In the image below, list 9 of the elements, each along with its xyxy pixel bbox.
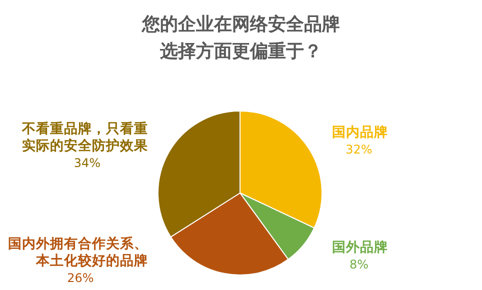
data-label: 26% [67, 271, 94, 285]
slice-label: 国内品牌 [332, 124, 388, 140]
slice-label: 国外品牌 [332, 240, 388, 256]
data-label: 34% [74, 156, 101, 170]
data-label: 8% [349, 258, 369, 272]
chart-title: 您的企业在网络安全品牌选择方面更偏重于？ [141, 14, 340, 62]
slice-label: 不看重品牌，只看重实际的安全防护效果 [21, 120, 149, 154]
slice-label: 国内外拥有合作关系、本土化较好的品牌 [8, 235, 148, 269]
data-label: 32% [346, 142, 372, 156]
